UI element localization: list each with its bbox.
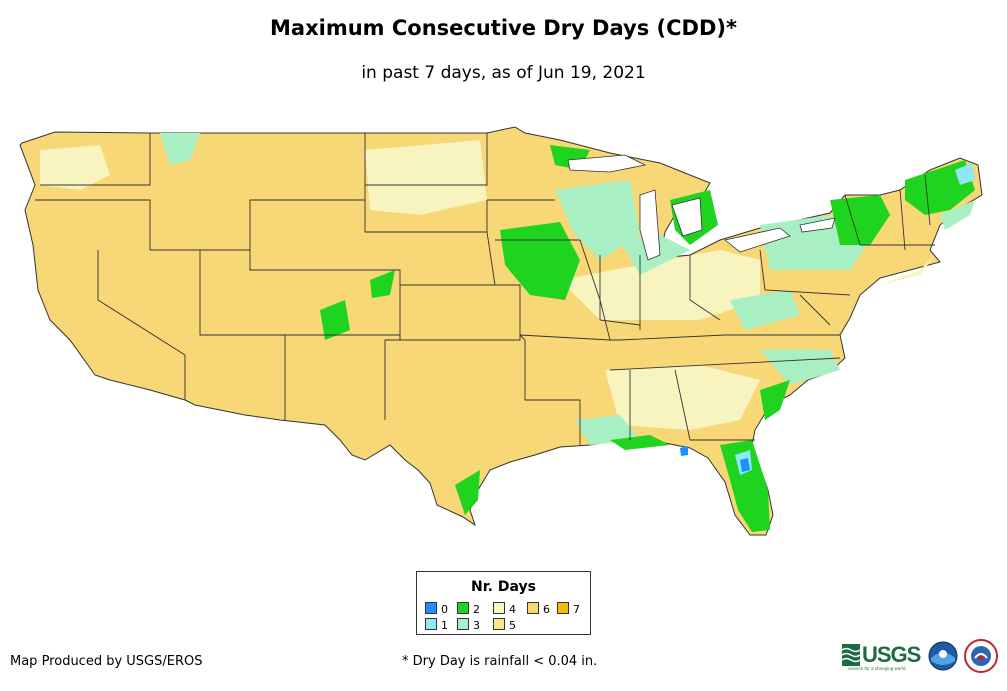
legend-item-5: 5 [493,618,516,632]
legend-swatch-4 [493,602,505,614]
legend-swatch-6 [527,602,539,614]
great-lakes [567,154,836,261]
map-subtitle: in past 7 days, as of Jun 19, 2021 [361,63,646,83]
legend-swatch-5 [493,618,505,630]
legend-item-7: 7 [557,602,580,616]
legend-item-1: 1 [425,618,448,632]
green-regions [320,145,975,532]
legend-title: Nr. Days [471,579,536,595]
agency-logos: USGS science for a changing world [842,638,1002,678]
legend: Nr. Days 0 1 2 3 4 5 6 7 [416,571,591,635]
state-borders [35,133,935,445]
legend-swatch-2 [457,602,469,614]
map-credit: Map Produced by USGS/EROS [10,654,203,669]
legend-swatch-1 [425,618,437,630]
legend-swatch-3 [457,618,469,630]
legend-item-6: 6 [527,602,550,616]
blue-regions [680,446,750,472]
legend-item-2: 2 [457,602,480,616]
map-title: Maximum Consecutive Dry Days (CDD)* [270,16,737,40]
us-outline [19,126,983,536]
usgs-logo: USGS [862,642,921,667]
nws-logo-icon [964,639,998,673]
usgs-tagline: science for a changing world [848,666,906,671]
pale-regions [40,140,935,430]
noaa-logo-icon [928,641,958,671]
legend-item-4: 4 [493,602,516,616]
dry-day-footnote: * Dry Day is rainfall < 0.04 in. [402,654,598,669]
usgs-wave-icon [842,644,860,666]
legend-item-3: 3 [457,618,480,632]
legend-swatch-7 [557,602,569,614]
legend-items: 0 1 2 3 4 5 6 7 [417,602,590,632]
legend-swatch-0 [425,602,437,614]
legend-item-0: 0 [425,602,448,616]
